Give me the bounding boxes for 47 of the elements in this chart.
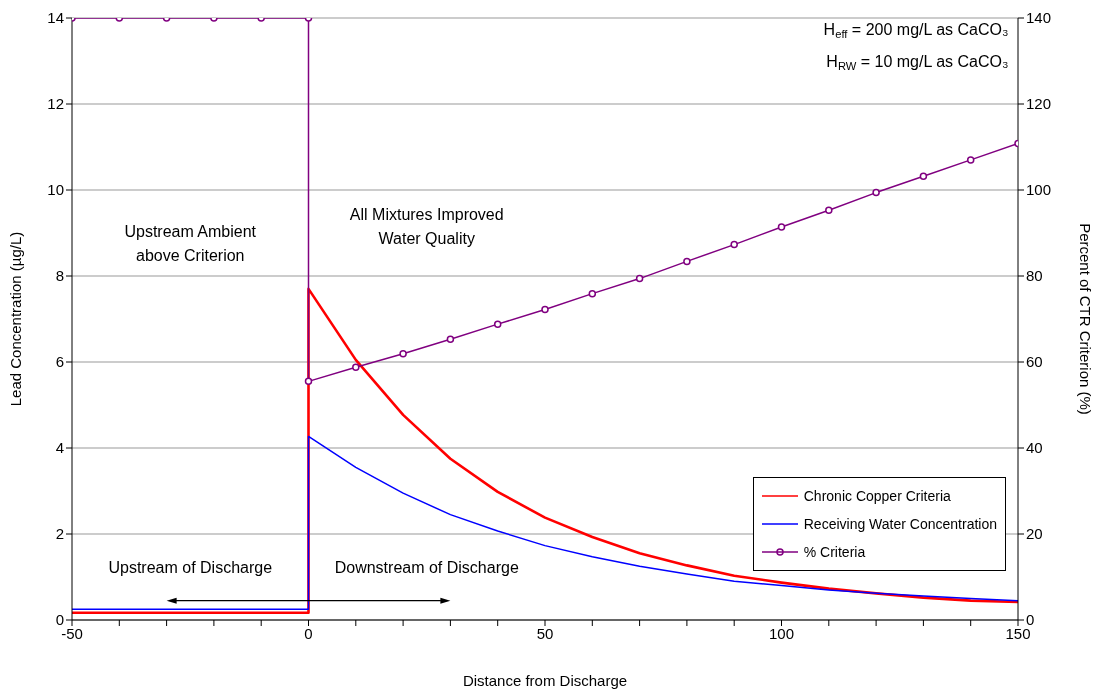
y2-tick-label: 100 bbox=[1026, 181, 1052, 199]
point bbox=[635, 274, 644, 283]
x-tick-label: -50 bbox=[61, 624, 83, 642]
point bbox=[730, 240, 738, 249]
annotation: H$_{RW}$ = 10 mg/L as CaCO₃ bbox=[826, 53, 1009, 73]
y-tick-label: 8 bbox=[55, 267, 64, 285]
y-tick-label: 4 bbox=[55, 439, 64, 457]
point bbox=[304, 377, 313, 386]
y2-tick-label: 60 bbox=[1026, 353, 1043, 371]
y-tick-label: 0 bbox=[55, 611, 64, 629]
point bbox=[825, 206, 833, 214]
point bbox=[872, 188, 880, 197]
y2-tick-label: 80 bbox=[1026, 267, 1043, 285]
annotation: Upstream of Discharge bbox=[108, 558, 273, 576]
y2-axis-title: Percent of CTR Criterion (%) bbox=[1076, 223, 1094, 415]
annotation: All Mixtures Improved Water Quality bbox=[349, 206, 504, 248]
point bbox=[399, 350, 407, 358]
y2-tick-label: 120 bbox=[1026, 95, 1052, 113]
y-tick-label: 14 bbox=[47, 9, 64, 27]
y-tick-label: 10 bbox=[47, 181, 64, 199]
annotation: Downstream of Discharge bbox=[334, 558, 519, 576]
point bbox=[541, 305, 549, 314]
point bbox=[446, 335, 455, 343]
y-tick-label: 12 bbox=[47, 95, 64, 113]
x-axis-title: Distance from Discharge bbox=[462, 672, 628, 689]
y2-tick-label: 40 bbox=[1026, 439, 1043, 457]
y-axis-title: Lead Concentration (µg/L) bbox=[7, 231, 25, 407]
legend-label: Receiving Water Concentration bbox=[803, 516, 997, 532]
y2-tick-label: 140 bbox=[1026, 9, 1052, 27]
legend-label: % Criteria bbox=[803, 544, 866, 560]
y-tick-label: 2 bbox=[55, 525, 64, 543]
point bbox=[919, 172, 928, 180]
x-tick-label: 0 bbox=[304, 624, 313, 642]
annotation: H$_{eff}$ = 200 mg/L as CaCO₃ bbox=[823, 21, 1009, 40]
legend-label: Chronic Copper Criteria bbox=[803, 488, 951, 504]
line-series bbox=[72, 435, 1018, 610]
point bbox=[683, 257, 691, 266]
point bbox=[493, 320, 502, 328]
annotation: Upstream Ambient above Criterion bbox=[124, 223, 257, 265]
y-tick-label: 6 bbox=[55, 353, 64, 371]
x-tick-label: 50 bbox=[536, 624, 554, 642]
point bbox=[352, 363, 360, 371]
point bbox=[966, 156, 975, 164]
point bbox=[588, 289, 597, 298]
point bbox=[777, 223, 786, 231]
y2-tick-label: 20 bbox=[1026, 525, 1043, 543]
x-tick-label: 100 bbox=[768, 624, 795, 642]
